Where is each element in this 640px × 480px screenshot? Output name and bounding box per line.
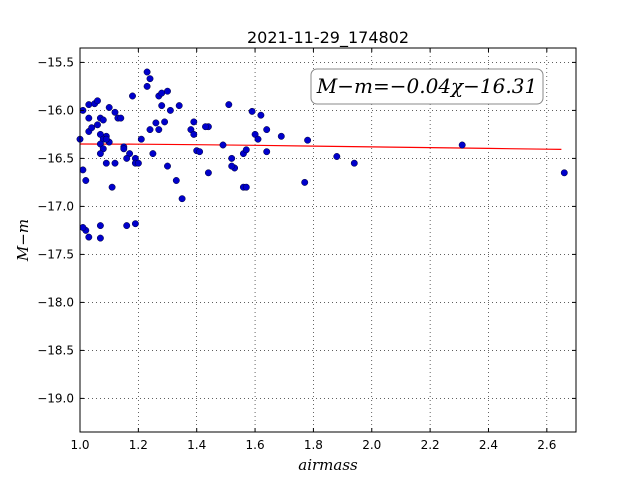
data-point	[304, 136, 312, 144]
data-point	[350, 159, 358, 167]
data-point	[178, 195, 186, 203]
data-point	[152, 119, 160, 127]
data-point	[123, 154, 131, 162]
axis-ticks	[79, 48, 576, 432]
data-point	[175, 102, 183, 110]
data-point	[228, 154, 236, 162]
data-point	[79, 166, 87, 174]
data-point	[94, 97, 101, 105]
data-point	[242, 183, 250, 191]
data-point	[131, 220, 139, 228]
data-point	[99, 116, 107, 124]
data-point	[123, 222, 131, 230]
x-tick-label: 2.6	[537, 438, 556, 452]
y-tick-label: −16.5	[37, 151, 74, 165]
data-point	[190, 130, 198, 138]
data-point	[161, 118, 169, 126]
data-point	[228, 162, 236, 170]
data-point	[137, 135, 145, 143]
x-tick-label: 2.4	[479, 438, 498, 452]
data-point	[120, 145, 128, 153]
data-point	[301, 178, 309, 186]
data-point	[85, 101, 93, 109]
data-point	[254, 135, 262, 143]
annotation-box	[310, 68, 544, 105]
y-tick-label: −18.5	[37, 343, 74, 357]
data-point	[155, 126, 163, 134]
x-tick-label: 1.0	[70, 438, 89, 452]
data-point	[257, 111, 265, 119]
data-point	[164, 162, 171, 170]
data-point	[146, 126, 154, 134]
x-tick-label: 1.8	[304, 438, 323, 452]
data-point	[134, 159, 142, 167]
data-point	[149, 150, 157, 158]
data-point	[172, 177, 180, 184]
x-tick-label: 1.6	[246, 438, 265, 452]
x-tick-label: 2.2	[421, 438, 440, 452]
data-point	[190, 118, 198, 126]
data-points	[76, 68, 568, 242]
data-point	[96, 150, 104, 158]
data-point	[560, 169, 568, 177]
data-point	[248, 107, 256, 115]
y-tick-label: −17.0	[37, 199, 74, 213]
x-tick-labels: 1.0 1.2 1.4 1.6 1.8 2.0 2.2 2.4 2.6	[70, 438, 556, 452]
y-axis-label: M−m	[14, 219, 32, 262]
data-point	[102, 159, 110, 167]
data-point	[94, 121, 101, 129]
fit-series	[79, 143, 562, 150]
data-point	[219, 141, 227, 149]
data-point	[85, 233, 93, 241]
data-point	[158, 89, 166, 97]
data-point	[164, 87, 171, 95]
data-point	[96, 222, 104, 230]
data-point	[458, 141, 466, 149]
y-tick-label: −15.5	[37, 55, 74, 69]
y-tick-label: −19.0	[37, 391, 74, 405]
data-point	[263, 148, 271, 156]
data-point	[202, 123, 209, 131]
data-point	[117, 114, 125, 122]
data-point	[263, 126, 271, 134]
data-point	[242, 146, 250, 154]
y-tick-labels: −15.5 −16.0 −16.5 −17.0 −17.5 −18.0 −18.5 −19.0	[37, 55, 74, 405]
data-point	[111, 108, 119, 116]
data-point	[79, 224, 87, 231]
y-tick-label: −18.0	[37, 295, 74, 309]
fit-line	[79, 143, 562, 150]
data-point	[85, 114, 93, 122]
data-point	[146, 75, 154, 83]
data-point	[333, 153, 341, 160]
data-point	[277, 132, 285, 140]
data-point	[166, 106, 174, 114]
x-tick-label: 2.0	[362, 438, 381, 452]
data-point	[204, 169, 212, 177]
plot-area	[80, 48, 576, 432]
data-point	[88, 124, 96, 132]
data-point	[143, 68, 151, 76]
x-tick-label: 1.4	[187, 438, 206, 452]
data-point	[102, 135, 110, 143]
x-tick-label: 1.2	[129, 438, 148, 452]
data-point	[105, 104, 113, 111]
chart-title: 2021-11-29_174802	[247, 28, 409, 48]
grid-lines	[79, 48, 576, 432]
data-point	[82, 177, 90, 184]
data-point	[108, 183, 116, 191]
data-point	[129, 92, 136, 100]
data-point	[196, 148, 204, 156]
data-point	[96, 234, 104, 242]
plot-frame	[79, 47, 577, 433]
x-axis-label: airmass	[298, 456, 358, 474]
y-tick-label: −16.0	[37, 103, 74, 117]
data-point	[158, 102, 166, 110]
data-point	[225, 101, 233, 109]
data-point	[111, 159, 119, 167]
data-point	[143, 82, 151, 90]
fit-equation: M−m=−0.04χ−16.31	[316, 74, 537, 98]
y-tick-label: −17.5	[37, 247, 74, 261]
